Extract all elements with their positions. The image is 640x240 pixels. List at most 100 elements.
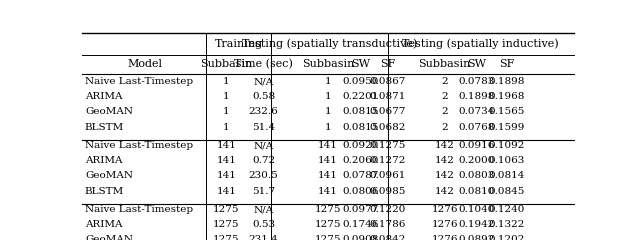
Text: 142: 142 bbox=[435, 156, 454, 165]
Text: 1: 1 bbox=[324, 108, 332, 116]
Text: 1276: 1276 bbox=[431, 220, 458, 229]
Text: 1275: 1275 bbox=[315, 235, 341, 240]
Text: 0.0814: 0.0814 bbox=[488, 171, 525, 180]
Text: Testing (spatially inductive): Testing (spatially inductive) bbox=[402, 39, 559, 49]
Text: 51.7: 51.7 bbox=[252, 186, 275, 196]
Text: 0.1092: 0.1092 bbox=[488, 141, 525, 150]
Text: 0.1240: 0.1240 bbox=[488, 205, 525, 214]
Text: 0.0803: 0.0803 bbox=[459, 171, 495, 180]
Text: SF: SF bbox=[380, 59, 396, 69]
Text: Time (sec): Time (sec) bbox=[234, 59, 293, 70]
Text: 141: 141 bbox=[216, 141, 236, 150]
Text: 2: 2 bbox=[441, 123, 448, 132]
Text: 0.1063: 0.1063 bbox=[488, 156, 525, 165]
Text: Model: Model bbox=[127, 59, 162, 69]
Text: 0.0677: 0.0677 bbox=[369, 108, 406, 116]
Text: 0.1968: 0.1968 bbox=[488, 92, 525, 101]
Text: 232.6: 232.6 bbox=[249, 108, 278, 116]
Text: 0.0985: 0.0985 bbox=[369, 186, 406, 196]
Text: 0.1322: 0.1322 bbox=[488, 220, 525, 229]
Text: 0.0815: 0.0815 bbox=[342, 123, 378, 132]
Text: 141: 141 bbox=[318, 141, 338, 150]
Text: GeoMAN: GeoMAN bbox=[85, 235, 133, 240]
Text: GeoMAN: GeoMAN bbox=[85, 108, 133, 116]
Text: 0.1040: 0.1040 bbox=[459, 205, 495, 214]
Text: Subbasin: Subbasin bbox=[200, 59, 253, 69]
Text: 142: 142 bbox=[435, 186, 454, 196]
Text: 0.0845: 0.0845 bbox=[488, 186, 525, 196]
Text: 141: 141 bbox=[318, 171, 338, 180]
Text: BLSTM: BLSTM bbox=[85, 123, 124, 132]
Text: ARIMA: ARIMA bbox=[85, 220, 122, 229]
Text: 141: 141 bbox=[216, 156, 236, 165]
Text: Testing (spatially transductive): Testing (spatially transductive) bbox=[242, 39, 417, 49]
Text: 2: 2 bbox=[441, 77, 448, 86]
Text: 0.2201: 0.2201 bbox=[342, 92, 378, 101]
Text: 1275: 1275 bbox=[315, 205, 341, 214]
Text: 231.4: 231.4 bbox=[249, 235, 278, 240]
Text: 2: 2 bbox=[441, 108, 448, 116]
Text: 0.1746: 0.1746 bbox=[342, 220, 378, 229]
Text: N/A: N/A bbox=[253, 205, 273, 214]
Text: 0.2000: 0.2000 bbox=[459, 156, 495, 165]
Text: 0.0768: 0.0768 bbox=[459, 123, 495, 132]
Text: 1276: 1276 bbox=[431, 205, 458, 214]
Text: GeoMAN: GeoMAN bbox=[85, 171, 133, 180]
Text: 142: 142 bbox=[435, 141, 454, 150]
Text: 0.0815: 0.0815 bbox=[342, 108, 378, 116]
Text: 0.1599: 0.1599 bbox=[488, 123, 525, 132]
Text: 0.0842: 0.0842 bbox=[369, 235, 406, 240]
Text: 0.0977: 0.0977 bbox=[342, 205, 378, 214]
Text: 0.0783: 0.0783 bbox=[459, 77, 495, 86]
Text: 0.0871: 0.0871 bbox=[369, 92, 406, 101]
Text: 0.0806: 0.0806 bbox=[342, 186, 378, 196]
Text: 0.1220: 0.1220 bbox=[369, 205, 406, 214]
Text: 141: 141 bbox=[318, 156, 338, 165]
Text: 0.1202: 0.1202 bbox=[488, 235, 525, 240]
Text: SW: SW bbox=[467, 59, 486, 69]
Text: 0.0682: 0.0682 bbox=[369, 123, 406, 132]
Text: Training: Training bbox=[214, 39, 263, 49]
Text: 141: 141 bbox=[216, 171, 236, 180]
Text: 0.1272: 0.1272 bbox=[369, 156, 406, 165]
Text: 1: 1 bbox=[223, 108, 230, 116]
Text: 141: 141 bbox=[318, 186, 338, 196]
Text: 0.0867: 0.0867 bbox=[369, 77, 406, 86]
Text: 0.58: 0.58 bbox=[252, 92, 275, 101]
Text: 51.4: 51.4 bbox=[252, 123, 275, 132]
Text: 141: 141 bbox=[216, 186, 236, 196]
Text: BLSTM: BLSTM bbox=[85, 186, 124, 196]
Text: SF: SF bbox=[499, 59, 515, 69]
Text: 0.0916: 0.0916 bbox=[459, 141, 495, 150]
Text: 0.0734: 0.0734 bbox=[459, 108, 495, 116]
Text: 0.53: 0.53 bbox=[252, 220, 275, 229]
Text: 0.1942: 0.1942 bbox=[459, 220, 495, 229]
Text: 1: 1 bbox=[223, 123, 230, 132]
Text: 1275: 1275 bbox=[213, 220, 239, 229]
Text: N/A: N/A bbox=[253, 77, 273, 86]
Text: ARIMA: ARIMA bbox=[85, 156, 122, 165]
Text: 1: 1 bbox=[324, 77, 332, 86]
Text: Naive Last-Timestep: Naive Last-Timestep bbox=[85, 141, 193, 150]
Text: 0.1565: 0.1565 bbox=[488, 108, 525, 116]
Text: 2: 2 bbox=[441, 92, 448, 101]
Text: 0.1275: 0.1275 bbox=[369, 141, 406, 150]
Text: Subbasin: Subbasin bbox=[419, 59, 471, 69]
Text: 0.1898: 0.1898 bbox=[459, 92, 495, 101]
Text: 0.0892: 0.0892 bbox=[459, 235, 495, 240]
Text: 142: 142 bbox=[435, 171, 454, 180]
Text: 1: 1 bbox=[324, 123, 332, 132]
Text: 230.5: 230.5 bbox=[249, 171, 278, 180]
Text: SW: SW bbox=[351, 59, 370, 69]
Text: 0.72: 0.72 bbox=[252, 156, 275, 165]
Text: Naive Last-Timestep: Naive Last-Timestep bbox=[85, 77, 193, 86]
Text: ARIMA: ARIMA bbox=[85, 92, 122, 101]
Text: 0.0961: 0.0961 bbox=[369, 171, 406, 180]
Text: 0.0950: 0.0950 bbox=[342, 77, 378, 86]
Text: 0.0787: 0.0787 bbox=[342, 171, 378, 180]
Text: 0.1898: 0.1898 bbox=[488, 77, 525, 86]
Text: 1: 1 bbox=[223, 77, 230, 86]
Text: Subbasin: Subbasin bbox=[302, 59, 354, 69]
Text: 1: 1 bbox=[223, 92, 230, 101]
Text: 1276: 1276 bbox=[431, 235, 458, 240]
